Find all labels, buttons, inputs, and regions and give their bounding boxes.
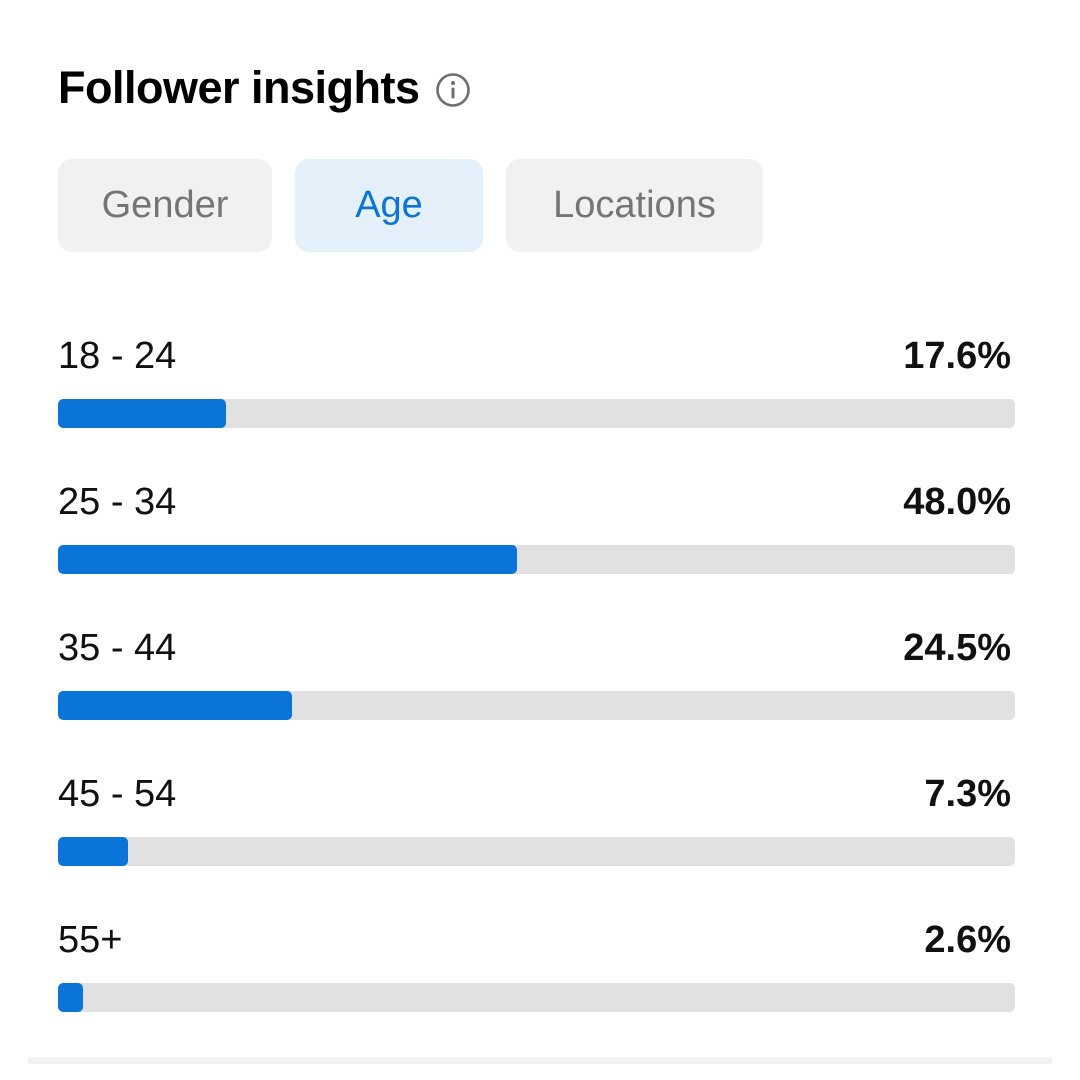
age-row-25-34: 25 - 34 48.0% [58, 476, 1015, 622]
age-range-label: 45 - 54 [58, 773, 177, 815]
tab-age-label: Age [355, 184, 423, 226]
age-range-label: 25 - 34 [58, 481, 177, 523]
progress-track [58, 691, 1015, 720]
tab-locations-label: Locations [553, 184, 716, 226]
progress-track [58, 399, 1015, 428]
age-range-label: 18 - 24 [58, 335, 177, 377]
progress-track [58, 837, 1015, 866]
progress-fill [58, 399, 227, 428]
progress-fill [58, 691, 293, 720]
tab-locations[interactable]: Locations [506, 159, 763, 252]
age-row-35-44: 35 - 44 24.5% [58, 622, 1015, 768]
page-title: Follower insights [58, 62, 420, 113]
bottom-divider [28, 1057, 1052, 1064]
progress-fill [58, 983, 83, 1012]
tab-age[interactable]: Age [295, 159, 483, 252]
age-percent-value: 48.0% [903, 481, 1011, 523]
age-row-45-54: 45 - 54 7.3% [58, 768, 1015, 914]
age-row-18-24: 18 - 24 17.6% [58, 330, 1015, 476]
progress-fill [58, 545, 518, 574]
progress-fill [58, 837, 128, 866]
age-row-55-plus: 55+ 2.6% [58, 914, 1015, 1060]
age-range-label: 55+ [58, 919, 123, 961]
insight-tabs: Gender Age Locations [58, 159, 763, 252]
tab-gender-label: Gender [101, 184, 229, 226]
age-percent-value: 2.6% [924, 919, 1011, 961]
age-breakdown-list: 18 - 24 17.6% 25 - 34 48.0% 35 - 44 24.5… [58, 330, 1015, 1060]
age-percent-value: 17.6% [903, 335, 1011, 377]
age-percent-value: 24.5% [903, 627, 1011, 669]
info-icon[interactable] [435, 72, 471, 108]
age-percent-value: 7.3% [924, 773, 1011, 815]
tab-gender[interactable]: Gender [58, 159, 272, 252]
progress-track [58, 983, 1015, 1012]
section-header: Follower insights [58, 58, 471, 118]
progress-track [58, 545, 1015, 574]
age-range-label: 35 - 44 [58, 627, 177, 669]
